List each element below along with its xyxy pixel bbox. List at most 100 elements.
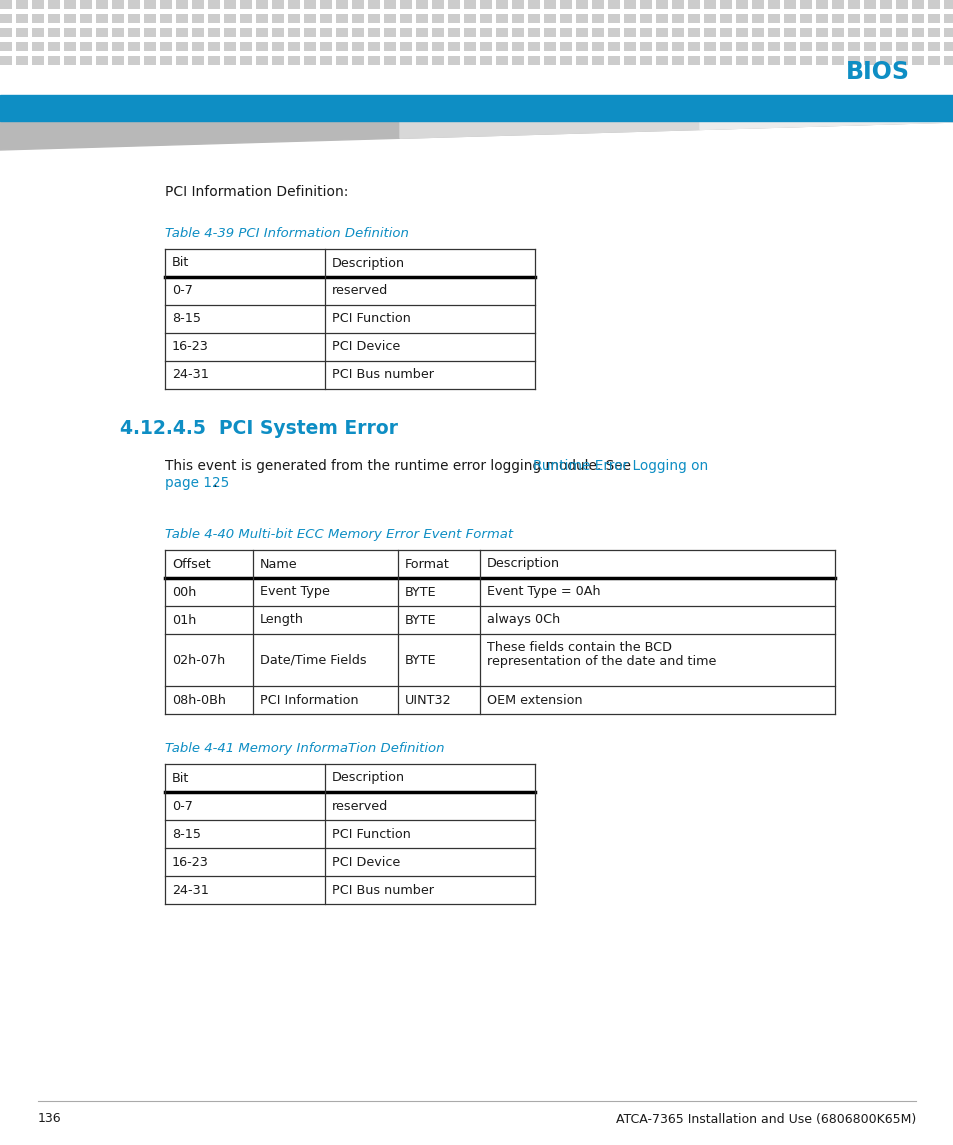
Bar xyxy=(800,42,811,52)
Bar xyxy=(16,27,28,37)
Bar xyxy=(767,0,780,9)
Text: 24-31: 24-31 xyxy=(172,884,209,897)
Bar xyxy=(656,56,667,65)
Bar xyxy=(687,56,700,65)
Bar xyxy=(448,56,459,65)
Bar xyxy=(48,14,60,23)
Bar xyxy=(559,42,572,52)
Bar xyxy=(175,42,188,52)
Bar xyxy=(720,27,731,37)
Bar xyxy=(16,14,28,23)
Bar xyxy=(48,56,60,65)
Bar xyxy=(288,27,299,37)
Bar xyxy=(335,27,348,37)
Bar xyxy=(319,14,332,23)
Bar xyxy=(288,42,299,52)
Bar xyxy=(879,56,891,65)
Bar xyxy=(671,27,683,37)
Bar xyxy=(639,42,651,52)
Text: ATCA-7365 Installation and Use (6806800K65M): ATCA-7365 Installation and Use (6806800K… xyxy=(615,1113,915,1126)
Bar xyxy=(208,56,220,65)
Bar xyxy=(703,56,716,65)
Text: .: . xyxy=(209,476,217,490)
Bar xyxy=(144,42,156,52)
Bar xyxy=(96,27,108,37)
Bar xyxy=(847,14,859,23)
Bar xyxy=(448,0,459,9)
Bar xyxy=(592,0,603,9)
Bar xyxy=(783,27,795,37)
Bar xyxy=(272,14,284,23)
Bar xyxy=(671,14,683,23)
Bar xyxy=(656,42,667,52)
Bar xyxy=(0,0,12,9)
Bar xyxy=(240,42,252,52)
Bar xyxy=(783,56,795,65)
Bar xyxy=(288,0,299,9)
Bar xyxy=(463,14,476,23)
Bar xyxy=(767,14,780,23)
Bar xyxy=(319,0,332,9)
Bar xyxy=(432,0,443,9)
Bar xyxy=(48,27,60,37)
Bar xyxy=(735,0,747,9)
Bar xyxy=(416,14,428,23)
Bar xyxy=(687,27,700,37)
Bar xyxy=(479,0,492,9)
Text: PCI Information: PCI Information xyxy=(260,694,358,706)
Text: PCI Device: PCI Device xyxy=(332,855,400,869)
Bar xyxy=(368,27,379,37)
Bar xyxy=(272,27,284,37)
Bar xyxy=(576,27,587,37)
Text: Description: Description xyxy=(332,772,405,784)
Text: 0-7: 0-7 xyxy=(172,284,193,298)
Bar xyxy=(399,0,412,9)
Bar xyxy=(319,56,332,65)
Text: 24-31: 24-31 xyxy=(172,369,209,381)
Bar xyxy=(703,0,716,9)
Bar xyxy=(368,0,379,9)
Bar xyxy=(368,14,379,23)
Bar xyxy=(240,0,252,9)
Bar xyxy=(831,56,843,65)
Bar xyxy=(543,14,556,23)
Bar xyxy=(479,27,492,37)
Bar xyxy=(576,56,587,65)
Bar xyxy=(911,0,923,9)
Bar xyxy=(735,14,747,23)
Bar xyxy=(96,42,108,52)
Bar xyxy=(304,27,315,37)
Bar xyxy=(384,27,395,37)
Text: 8-15: 8-15 xyxy=(172,313,201,325)
Bar xyxy=(927,27,939,37)
Bar xyxy=(607,27,619,37)
Bar xyxy=(592,56,603,65)
Bar xyxy=(192,27,204,37)
Bar xyxy=(16,56,28,65)
Bar xyxy=(623,27,636,37)
Bar xyxy=(128,0,140,9)
Bar xyxy=(144,14,156,23)
Text: PCI Device: PCI Device xyxy=(332,340,400,354)
Bar xyxy=(815,27,827,37)
Bar xyxy=(48,42,60,52)
Bar xyxy=(943,27,953,37)
Bar xyxy=(943,42,953,52)
Bar xyxy=(16,42,28,52)
Bar xyxy=(224,56,235,65)
Bar xyxy=(623,56,636,65)
Bar xyxy=(623,14,636,23)
Bar xyxy=(720,56,731,65)
Bar xyxy=(735,27,747,37)
Bar xyxy=(112,27,124,37)
Bar xyxy=(512,27,523,37)
Bar xyxy=(895,42,907,52)
Bar xyxy=(64,27,76,37)
Bar xyxy=(64,0,76,9)
Text: BIOS: BIOS xyxy=(845,60,909,84)
Bar xyxy=(80,27,91,37)
Bar xyxy=(0,14,12,23)
Bar xyxy=(319,42,332,52)
Bar xyxy=(16,0,28,9)
Text: Date/Time Fields: Date/Time Fields xyxy=(260,654,366,666)
